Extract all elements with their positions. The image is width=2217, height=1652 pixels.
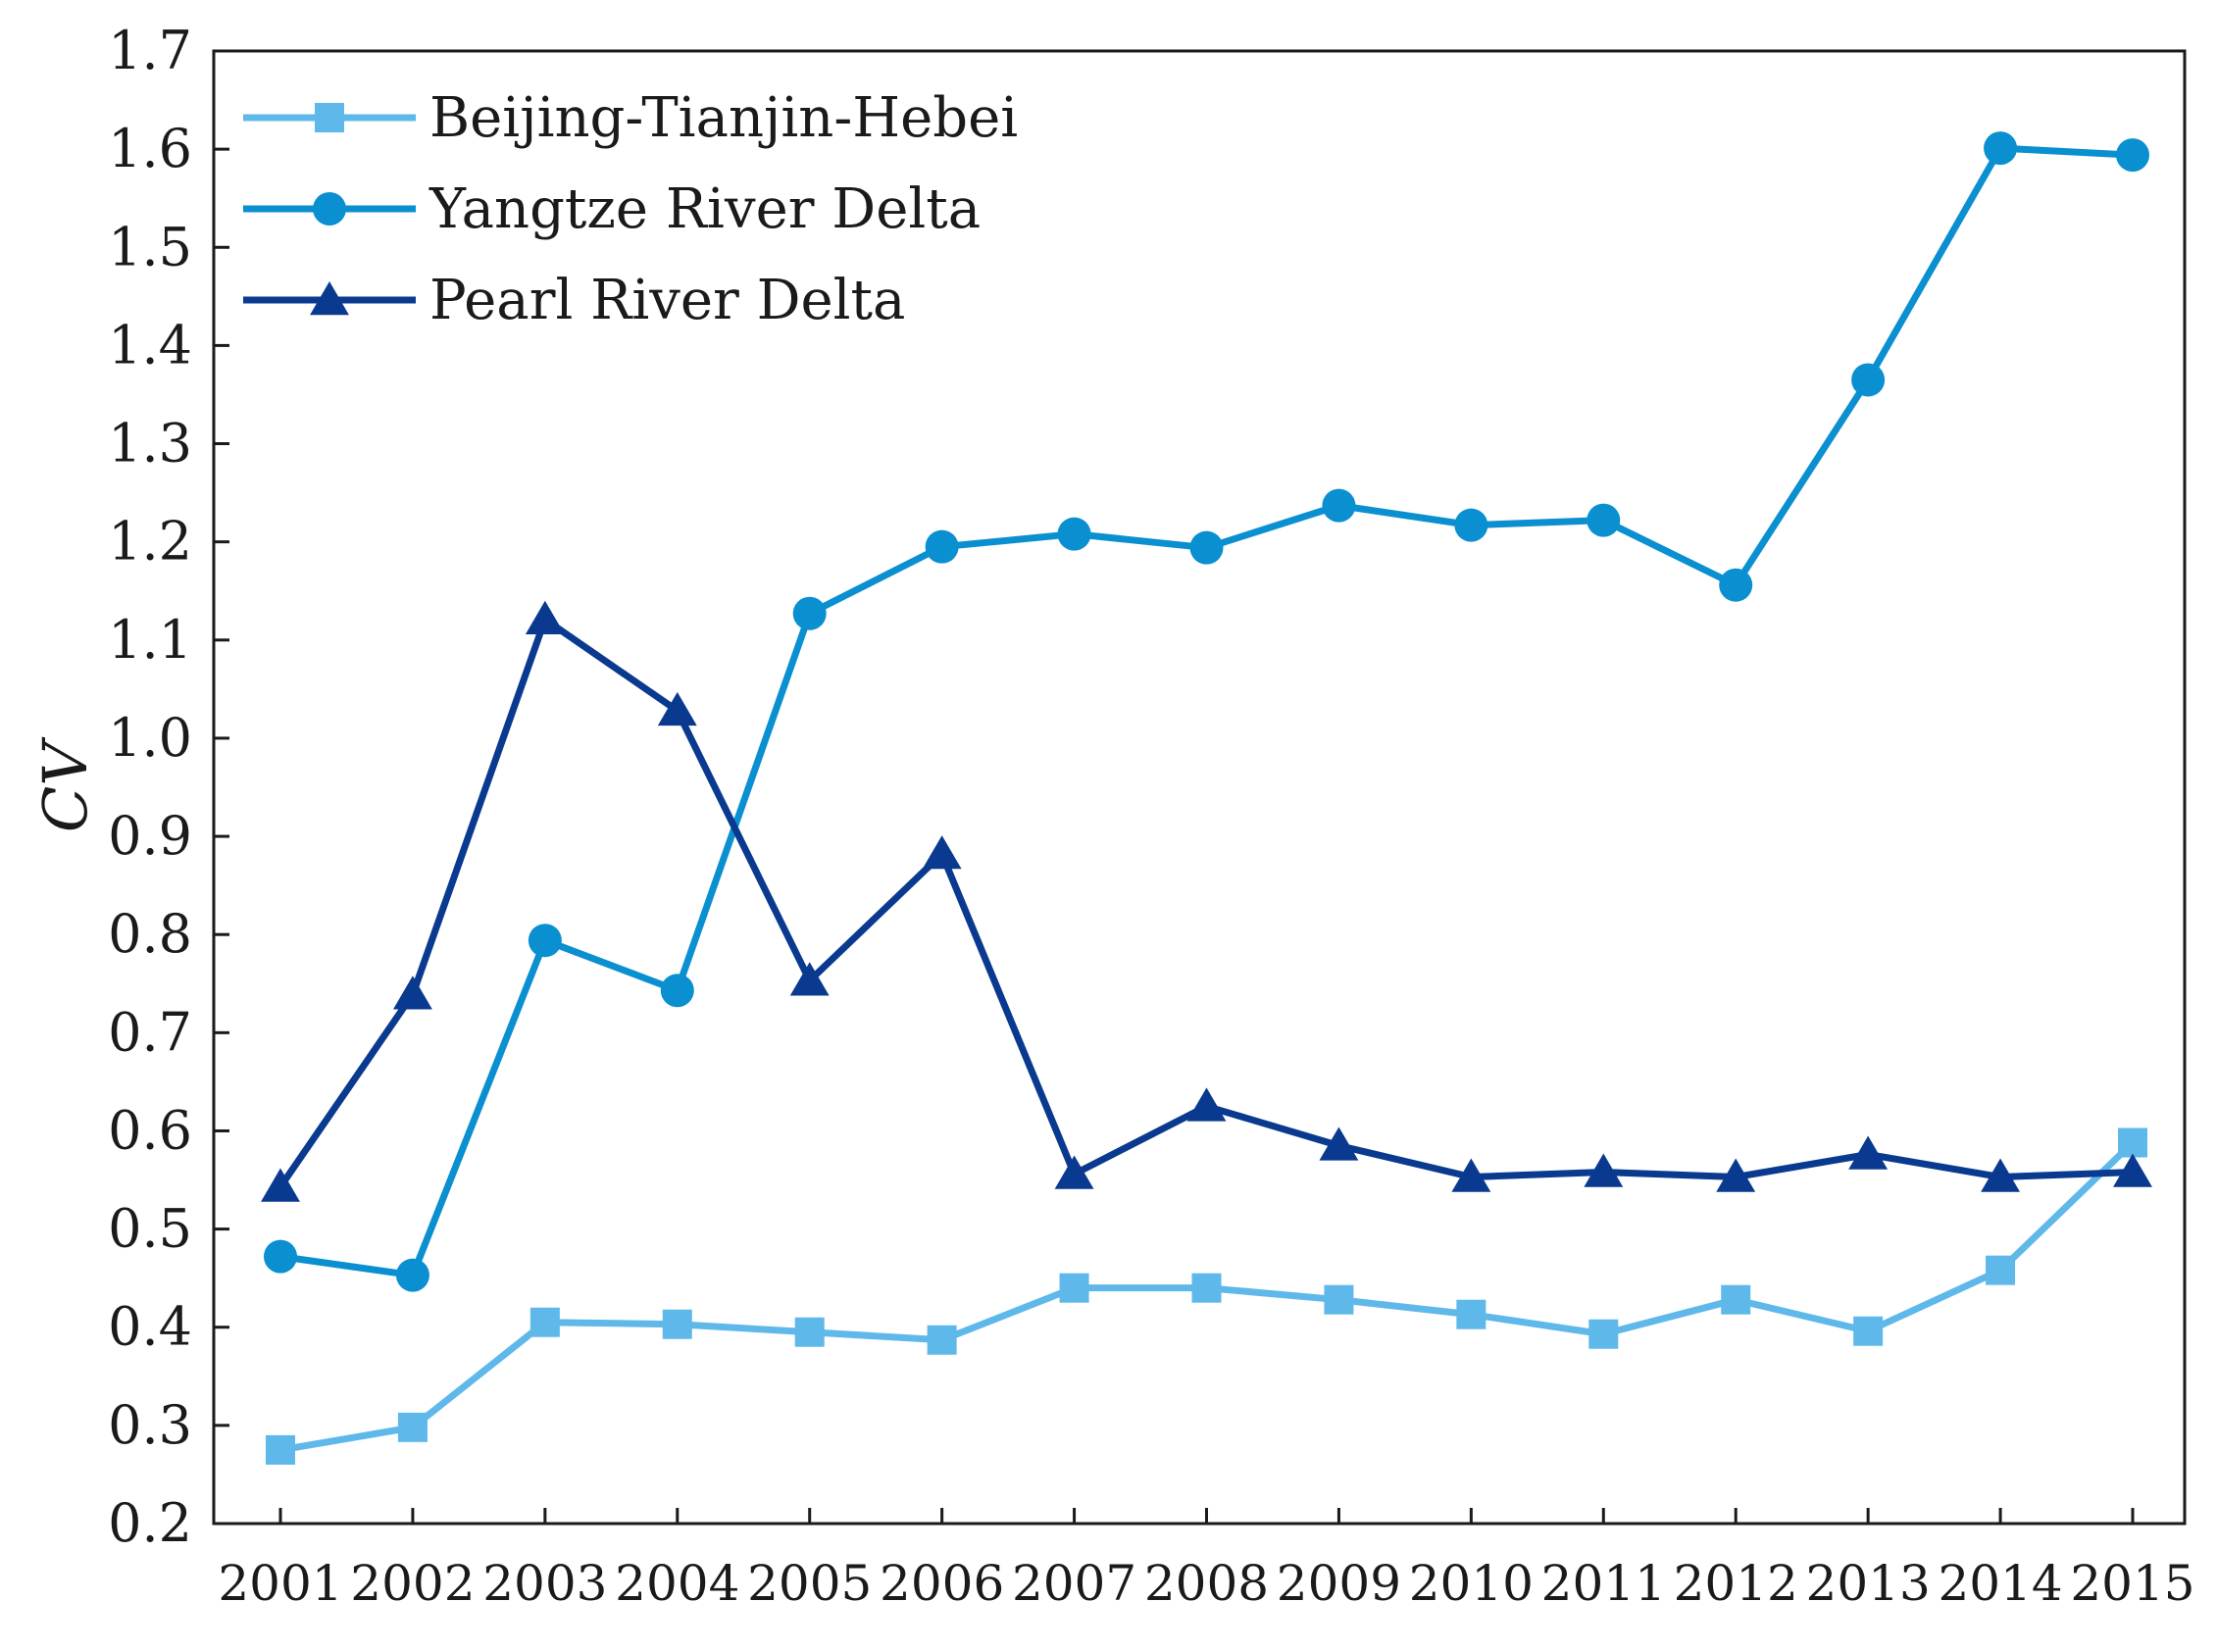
data-point-beijing-tianjin-hebei xyxy=(794,1317,825,1347)
data-point-beijing-tianjin-hebei xyxy=(662,1309,692,1339)
x-tick-label: 2015 xyxy=(2070,1555,2194,1612)
y-tick-label: 1.0 xyxy=(108,707,192,769)
data-point-beijing-tianjin-hebei xyxy=(927,1325,957,1355)
x-tick-label: 2005 xyxy=(747,1555,872,1612)
y-axis-label: CV xyxy=(29,736,101,832)
legend-marker-pearl-river-delta xyxy=(310,281,349,316)
legend-label-pearl-river-delta: Pearl River Delta xyxy=(429,269,905,332)
x-tick-label: 2002 xyxy=(350,1555,475,1612)
y-tick-label: 0.3 xyxy=(108,1394,192,1456)
data-point-beijing-tianjin-hebei xyxy=(529,1307,560,1337)
data-point-yangtze-river-delta xyxy=(2116,138,2149,173)
series-beijing-tianjin-hebei xyxy=(266,1127,2147,1465)
y-tick-label: 1.3 xyxy=(108,413,192,475)
data-point-pearl-river-delta xyxy=(1451,1158,1491,1192)
data-point-yangtze-river-delta xyxy=(1984,131,2018,166)
data-point-pearl-river-delta xyxy=(261,1168,300,1202)
y-tick-label: 0.5 xyxy=(108,1198,192,1260)
x-tick-label: 2007 xyxy=(1012,1555,1136,1612)
data-point-beijing-tianjin-hebei xyxy=(1191,1273,1222,1303)
data-point-pearl-river-delta xyxy=(1584,1153,1624,1187)
data-point-yangtze-river-delta xyxy=(264,1239,297,1274)
y-tick-label: 1.5 xyxy=(108,216,192,277)
y-tick-label: 1.4 xyxy=(108,314,192,375)
data-point-yangtze-river-delta xyxy=(660,974,694,1008)
x-tick-label: 2008 xyxy=(1144,1555,1269,1612)
data-point-yangtze-river-delta xyxy=(528,924,562,958)
data-point-beijing-tianjin-hebei xyxy=(397,1412,428,1442)
data-point-beijing-tianjin-hebei xyxy=(1324,1284,1354,1315)
data-point-beijing-tianjin-hebei xyxy=(2118,1127,2147,1158)
legend-label-beijing-tianjin-hebei: Beijing-Tianjin-Hebei xyxy=(429,86,1018,150)
plot-frame xyxy=(212,49,2187,1526)
x-tick-label: 2001 xyxy=(218,1555,342,1612)
series-pearl-river-delta xyxy=(261,600,2152,1202)
data-point-pearl-river-delta xyxy=(525,600,565,634)
x-tick-label: 2004 xyxy=(615,1555,739,1612)
legend: Beijing-Tianjin-Hebei Yangtze River Delta… xyxy=(243,86,1018,332)
data-point-pearl-river-delta xyxy=(1716,1158,1756,1192)
x-tick-label: 2011 xyxy=(1541,1555,1666,1612)
x-tick-label: 2013 xyxy=(1806,1555,1931,1612)
data-point-yangtze-river-delta xyxy=(1057,517,1091,551)
x-tick-label: 2006 xyxy=(880,1555,1004,1612)
y-tick-label: 0.6 xyxy=(108,1099,192,1161)
data-point-beijing-tianjin-hebei xyxy=(1853,1316,1884,1346)
data-point-yangtze-river-delta xyxy=(925,529,959,564)
y-axis: 0.2 0.3 0.4 0.5 0.6 0.7 0.8 0.9 1.0 1.1 1.2 1.3 1.4 1… xyxy=(108,20,229,1554)
x-tick-label: 2010 xyxy=(1409,1555,1534,1612)
x-axis: 2001 2002 2003 2004 2005 2006 2007 2008 2009 2010… xyxy=(218,1508,2195,1612)
data-point-pearl-river-delta xyxy=(789,962,830,996)
data-point-pearl-river-delta xyxy=(1186,1087,1227,1122)
y-tick-label: 0.9 xyxy=(108,805,192,867)
legend-label-yangtze-river-delta: Yangtze River Delta xyxy=(428,177,981,241)
data-point-yangtze-river-delta xyxy=(1454,508,1488,542)
data-point-beijing-tianjin-hebei xyxy=(1588,1319,1619,1349)
series-yangtze-river-delta xyxy=(264,131,2149,1292)
data-point-yangtze-river-delta xyxy=(1189,530,1224,565)
data-point-pearl-river-delta xyxy=(392,976,432,1010)
y-tick-label: 0.7 xyxy=(108,1001,192,1063)
y-tick-label: 1.2 xyxy=(108,511,192,573)
series-layer xyxy=(261,131,2152,1465)
x-tick-label: 2009 xyxy=(1277,1555,1401,1612)
y-tick-label: 0.2 xyxy=(108,1492,192,1554)
data-point-beijing-tianjin-hebei xyxy=(1721,1284,1751,1315)
y-tick-label: 0.8 xyxy=(108,903,192,965)
data-point-beijing-tianjin-hebei xyxy=(1059,1273,1089,1303)
data-point-pearl-river-delta xyxy=(657,691,697,726)
y-tick-label: 0.4 xyxy=(108,1296,192,1358)
data-point-pearl-river-delta xyxy=(1981,1158,2021,1192)
data-point-yangtze-river-delta xyxy=(1851,363,1886,397)
data-point-pearl-river-delta xyxy=(2113,1153,2152,1187)
data-point-beijing-tianjin-hebei xyxy=(1986,1255,2016,1285)
data-point-pearl-river-delta xyxy=(1054,1155,1094,1189)
y-tick-label: 1.7 xyxy=(108,20,192,81)
data-point-yangtze-river-delta xyxy=(1587,503,1621,537)
y-tick-label: 1.6 xyxy=(108,118,192,179)
y-tick-label: 1.1 xyxy=(108,609,192,671)
data-point-yangtze-river-delta xyxy=(395,1258,429,1292)
legend-marker-beijing-tianjin-hebei xyxy=(315,103,344,132)
data-point-beijing-tianjin-hebei xyxy=(266,1434,295,1465)
data-point-yangtze-river-delta xyxy=(792,596,827,630)
x-tick-label: 2014 xyxy=(1938,1555,2062,1612)
data-point-yangtze-river-delta xyxy=(1322,488,1356,523)
data-point-pearl-river-delta xyxy=(1319,1126,1359,1161)
data-point-pearl-river-delta xyxy=(922,835,962,870)
x-tick-label: 2003 xyxy=(482,1555,607,1612)
data-point-pearl-river-delta xyxy=(1848,1135,1889,1170)
data-point-beijing-tianjin-hebei xyxy=(1456,1299,1486,1329)
data-point-yangtze-river-delta xyxy=(1719,568,1753,602)
legend-marker-yangtze-river-delta xyxy=(313,192,346,225)
x-tick-label: 2012 xyxy=(1674,1555,1798,1612)
